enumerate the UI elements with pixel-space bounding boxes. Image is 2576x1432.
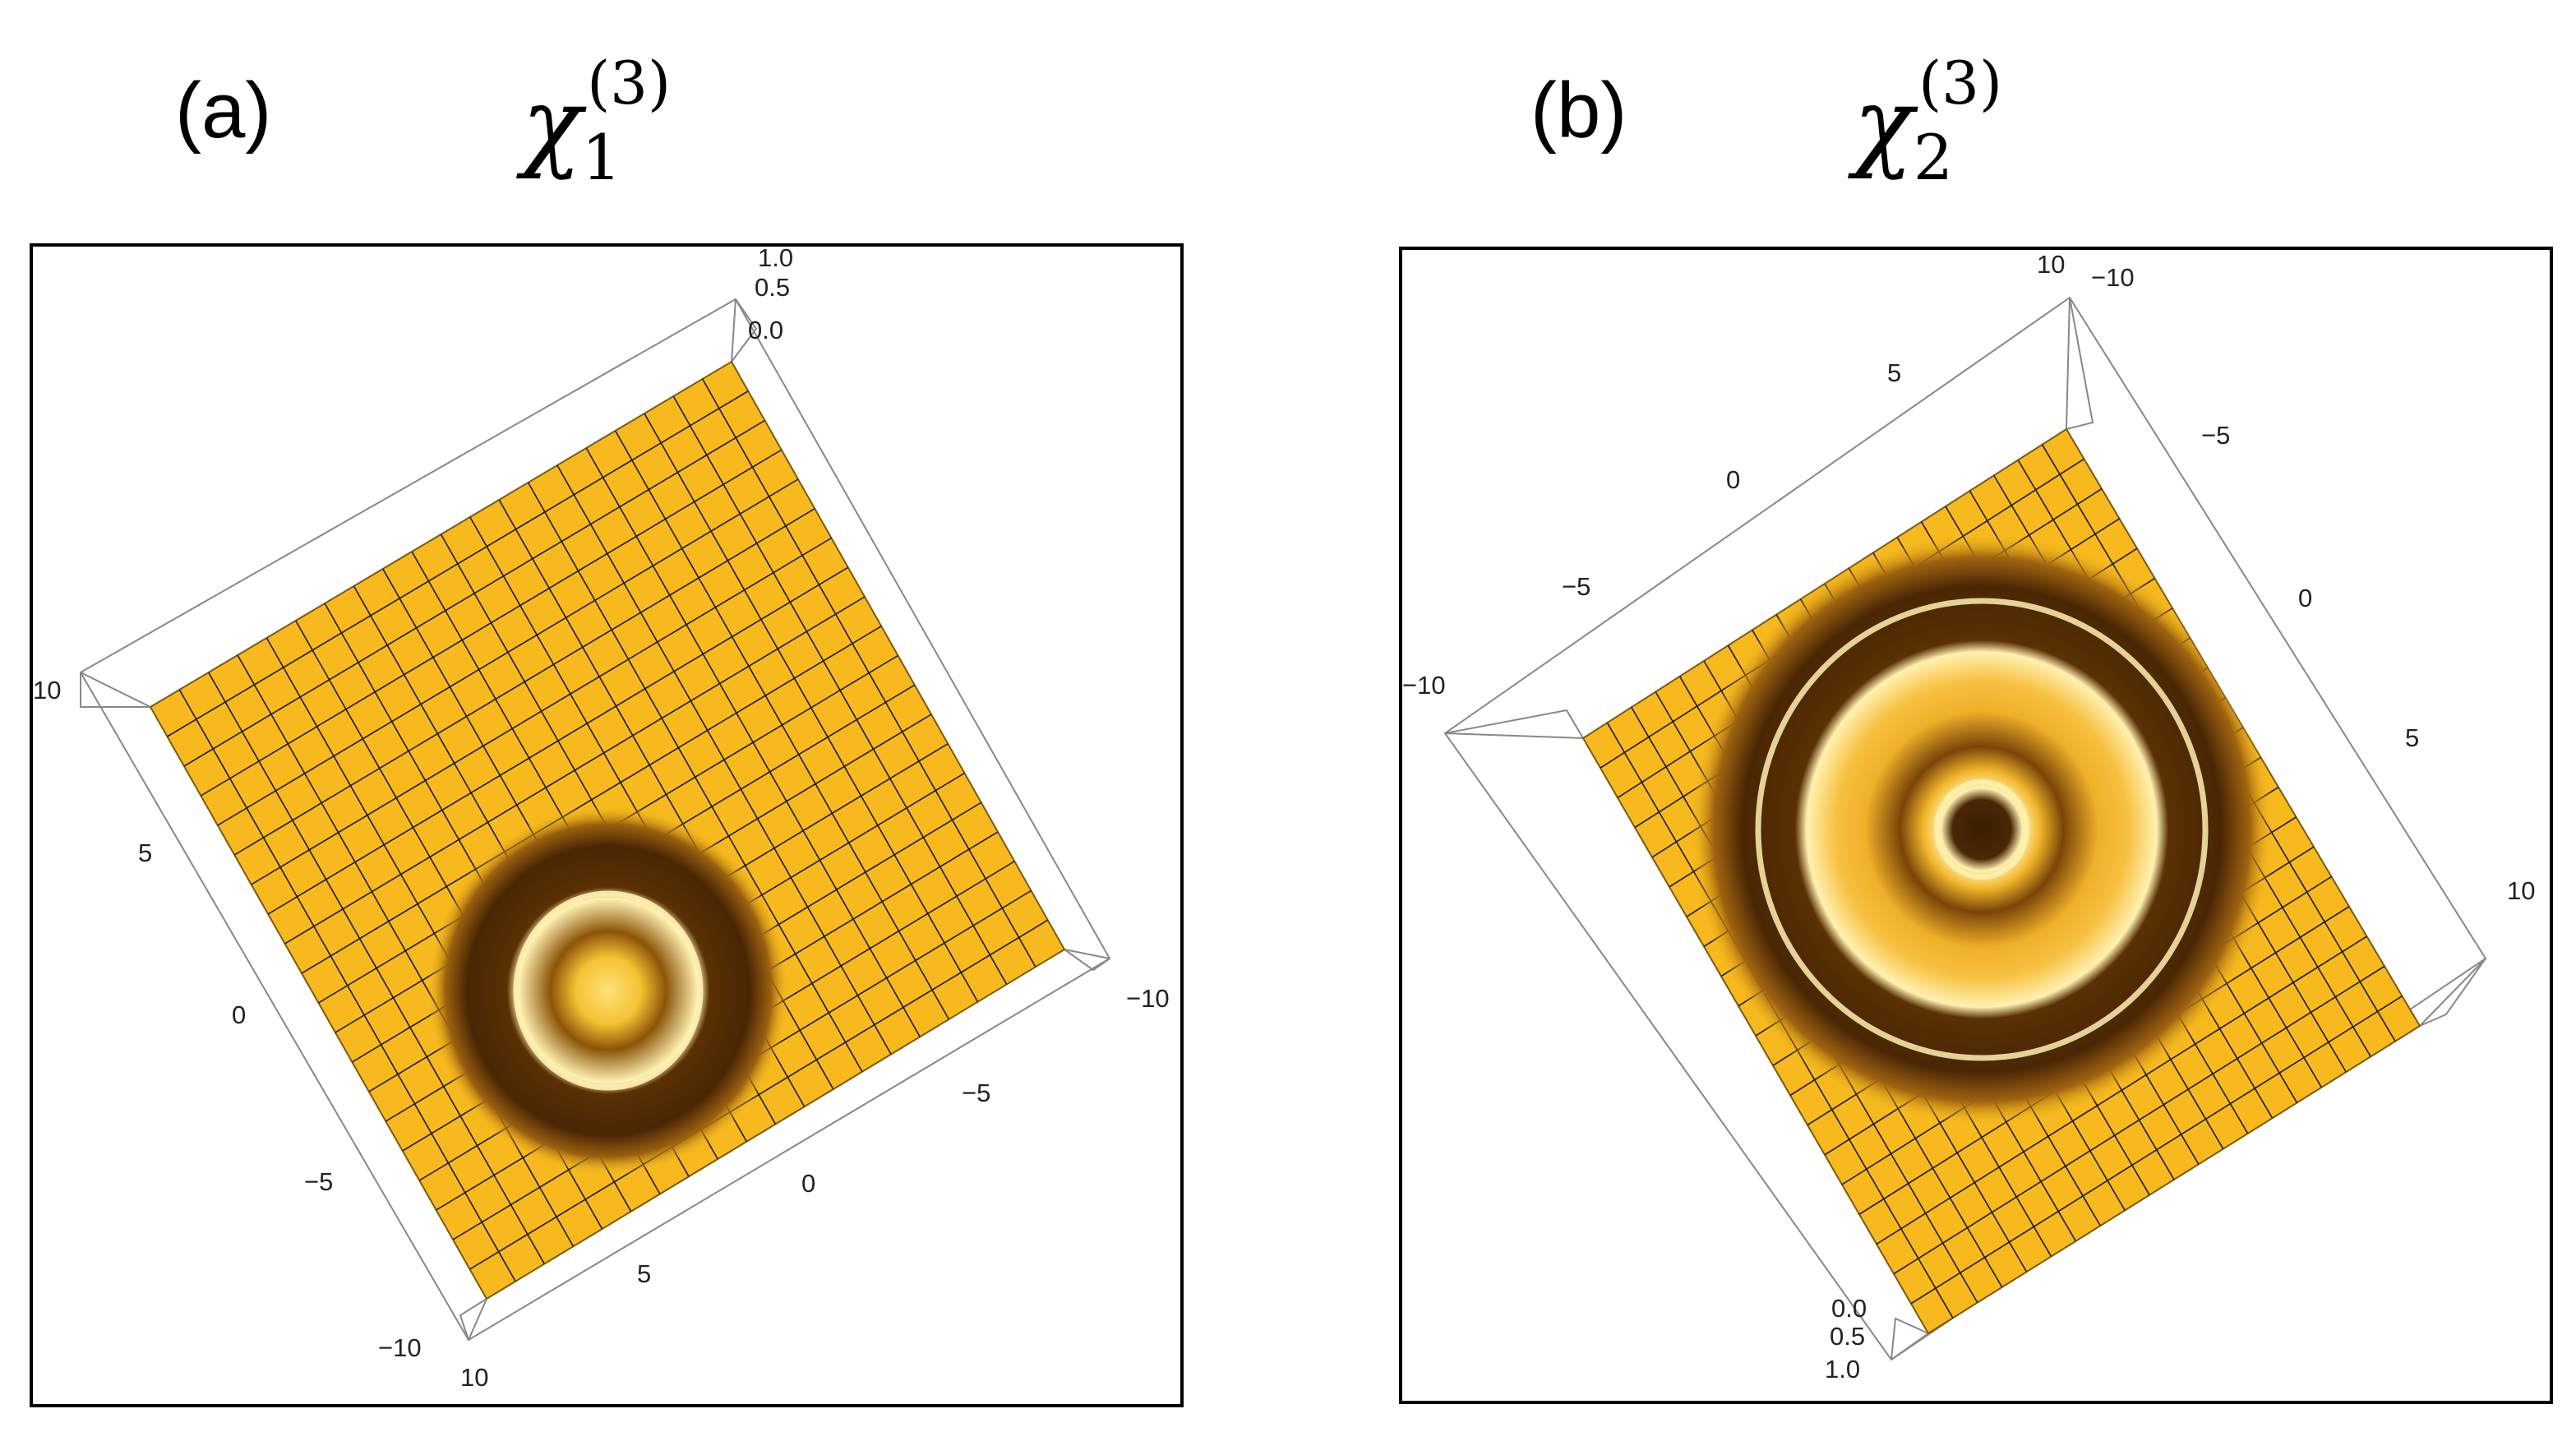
panel-b-top-tick-5: 10 <box>2037 250 2065 279</box>
panel-b-z-tick-2: 0.5 <box>1830 1322 1865 1351</box>
panel-a-frame: 1.0 0.5 0.0 10 5 0 −5 −10 10 5 0 −5 −10 <box>30 243 1184 1407</box>
panel-b-plot: −10 −5 0 5 10 −10 −5 0 5 10 0.0 0.5 1.0 <box>1402 250 2535 1383</box>
panel-b-right-tick-4: 5 <box>2405 723 2419 752</box>
panel-b-inner-ring-highlight <box>1934 779 2029 880</box>
panel-b-title-sub: 2 <box>1913 121 1954 194</box>
panel-b-z-ticks: 0.0 0.5 1.0 <box>1825 1294 1867 1383</box>
panel-b-z-tick-1: 0.0 <box>1831 1294 1867 1323</box>
panel-a-plot: 1.0 0.5 0.0 10 5 0 −5 −10 10 5 0 −5 −10 <box>33 247 1170 1392</box>
panel-b-right-tick-5: 10 <box>2507 876 2535 905</box>
panel-a-bottom-tick-2: 5 <box>637 1259 651 1288</box>
panel-b-frame: −10 −5 0 5 10 −10 −5 0 5 10 0.0 0.5 1.0 <box>1399 247 2553 1404</box>
panel-a-title-base: χ <box>522 67 582 182</box>
panel-a-bottom-tick-5: −10 <box>1126 984 1170 1013</box>
panel-a-z-tick-2: 0.5 <box>755 273 790 302</box>
meshA-line-u19 <box>701 378 1036 968</box>
panel-a-z-ticks: 1.0 0.5 0.0 <box>748 247 793 344</box>
panel-b-outer-ring-highlight <box>1755 598 2209 1061</box>
panel-b-title: χ2(3) <box>1854 53 2037 189</box>
panel-a-letter: (a) <box>175 67 272 155</box>
panel-a-bottom-tick-1: 10 <box>460 1363 488 1392</box>
panel-a-bottom-tick-4: −5 <box>962 1079 990 1107</box>
panel-a-z-tick-1: 1.0 <box>758 247 793 272</box>
panel-a-left-tick-5: −10 <box>378 1333 422 1362</box>
panel-a-title: χ1(3) <box>522 53 705 189</box>
meshA-line-u16 <box>614 430 950 1020</box>
panel-b-letter: (b) <box>1530 67 1627 155</box>
panel-b-top-tick-3: 0 <box>1726 465 1740 494</box>
meshA-line-u17 <box>644 413 979 1003</box>
panel-b-right-ticks: −10 −5 0 5 10 <box>2091 263 2535 905</box>
panel-b-top-tick-1: −10 <box>1402 671 1446 700</box>
panel-a-ring <box>427 806 789 1176</box>
meshB-line-v18 <box>1893 965 2385 1275</box>
panel-a-left-tick-3: 0 <box>232 1000 246 1029</box>
meshA-line-u13 <box>527 482 863 1073</box>
panel-b-box <box>1443 296 2487 1361</box>
panel-a-left-tick-2: 5 <box>138 838 152 867</box>
panel-b-title-base: χ <box>1854 67 1914 182</box>
panel-b-z-tick-3: 1.0 <box>1825 1355 1860 1383</box>
panel-a-ring-highlight <box>513 890 704 1091</box>
panel-a-title-sup: (3) <box>587 49 672 118</box>
panel-a-bottom-ticks: 10 5 0 −5 −10 <box>460 984 1170 1392</box>
meshA-line-u18 <box>672 395 1008 985</box>
meshB-line-v19 <box>1910 995 2403 1305</box>
meshA-line-v19 <box>469 919 1049 1270</box>
meshA-line-u15 <box>585 447 921 1037</box>
meshA-line-u14 <box>556 464 892 1055</box>
panel-b-rings <box>1690 534 2274 1125</box>
panel-b-top-ticks: −10 −5 0 5 10 <box>1402 250 2065 700</box>
panel-a-left-ticks: 10 5 0 −5 −10 <box>33 676 422 1362</box>
panel-b-title-sup: (3) <box>1918 49 2003 118</box>
panel-a-left-tick-1: 10 <box>33 676 61 704</box>
panel-b-top-tick-4: 5 <box>1887 358 1901 387</box>
panel-a-bottom-tick-3: 0 <box>801 1169 815 1198</box>
panel-a-left-tick-4: −5 <box>304 1167 333 1196</box>
panel-a-z-tick-3: 0.0 <box>748 316 783 344</box>
meshB-line-v17 <box>1876 935 2367 1245</box>
panel-a-box <box>79 298 1111 1342</box>
panel-b-right-tick-1: −10 <box>2091 263 2135 292</box>
panel-b-right-tick-2: −5 <box>2201 421 2230 450</box>
panel-a-title-sub: 1 <box>581 121 622 194</box>
panel-b-right-tick-3: 0 <box>2298 584 2312 612</box>
panel-b-top-tick-2: −5 <box>1562 572 1590 601</box>
